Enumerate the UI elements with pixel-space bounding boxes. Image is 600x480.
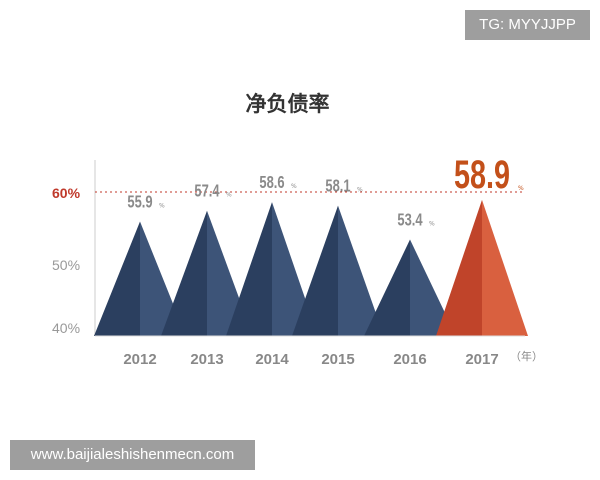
x-unit-label: （年） <box>510 349 543 363</box>
data-label-unit-2013: % <box>226 192 232 199</box>
triangle-left-2012 <box>94 221 140 336</box>
data-label-unit-2017: % <box>518 185 524 192</box>
triangle-right-2013 <box>207 210 253 336</box>
data-label-unit-2012: % <box>159 203 165 210</box>
x-tick-label-2014: 2014 <box>255 351 289 368</box>
triangle-right-2015 <box>338 205 384 336</box>
data-label-unit-2016: % <box>429 221 435 228</box>
triangle-right-2017 <box>482 199 528 336</box>
triangle-left-2013 <box>161 210 207 336</box>
triangle-left-2015 <box>292 205 338 336</box>
y-tick-label: 40% <box>52 320 80 336</box>
chart-title: 净负债率 <box>245 92 330 116</box>
x-tick-label-2016: 2016 <box>393 351 426 368</box>
triangle-right-2014 <box>272 202 318 336</box>
data-label-2016: 53.4 <box>397 211 422 231</box>
triangle-left-2017 <box>436 199 482 336</box>
data-label-2013: 57.4 <box>194 182 219 202</box>
data-label-2017: 58.9 <box>454 152 510 197</box>
data-label-unit-2014: % <box>291 183 297 190</box>
data-label-2015: 58.1 <box>325 177 350 197</box>
triangle-left-2014 <box>226 202 272 336</box>
y-tick-label: 50% <box>52 257 80 273</box>
x-tick-label-2017: 2017 <box>465 351 498 368</box>
x-tick-label-2015: 2015 <box>321 351 354 368</box>
watermark-top: TG: MYYJJPP <box>465 10 590 40</box>
x-tick-label-2013: 2013 <box>190 351 223 368</box>
data-label-2012: 55.9 <box>127 193 152 213</box>
data-label-unit-2015: % <box>357 187 363 194</box>
data-label-2014: 58.6 <box>259 173 284 193</box>
watermark-bottom: www.baijialeshishenmecn.com <box>10 440 255 470</box>
triangle-left-2016 <box>364 239 410 336</box>
y-tick-label: 60% <box>52 185 81 201</box>
x-tick-label-2012: 2012 <box>123 351 156 368</box>
